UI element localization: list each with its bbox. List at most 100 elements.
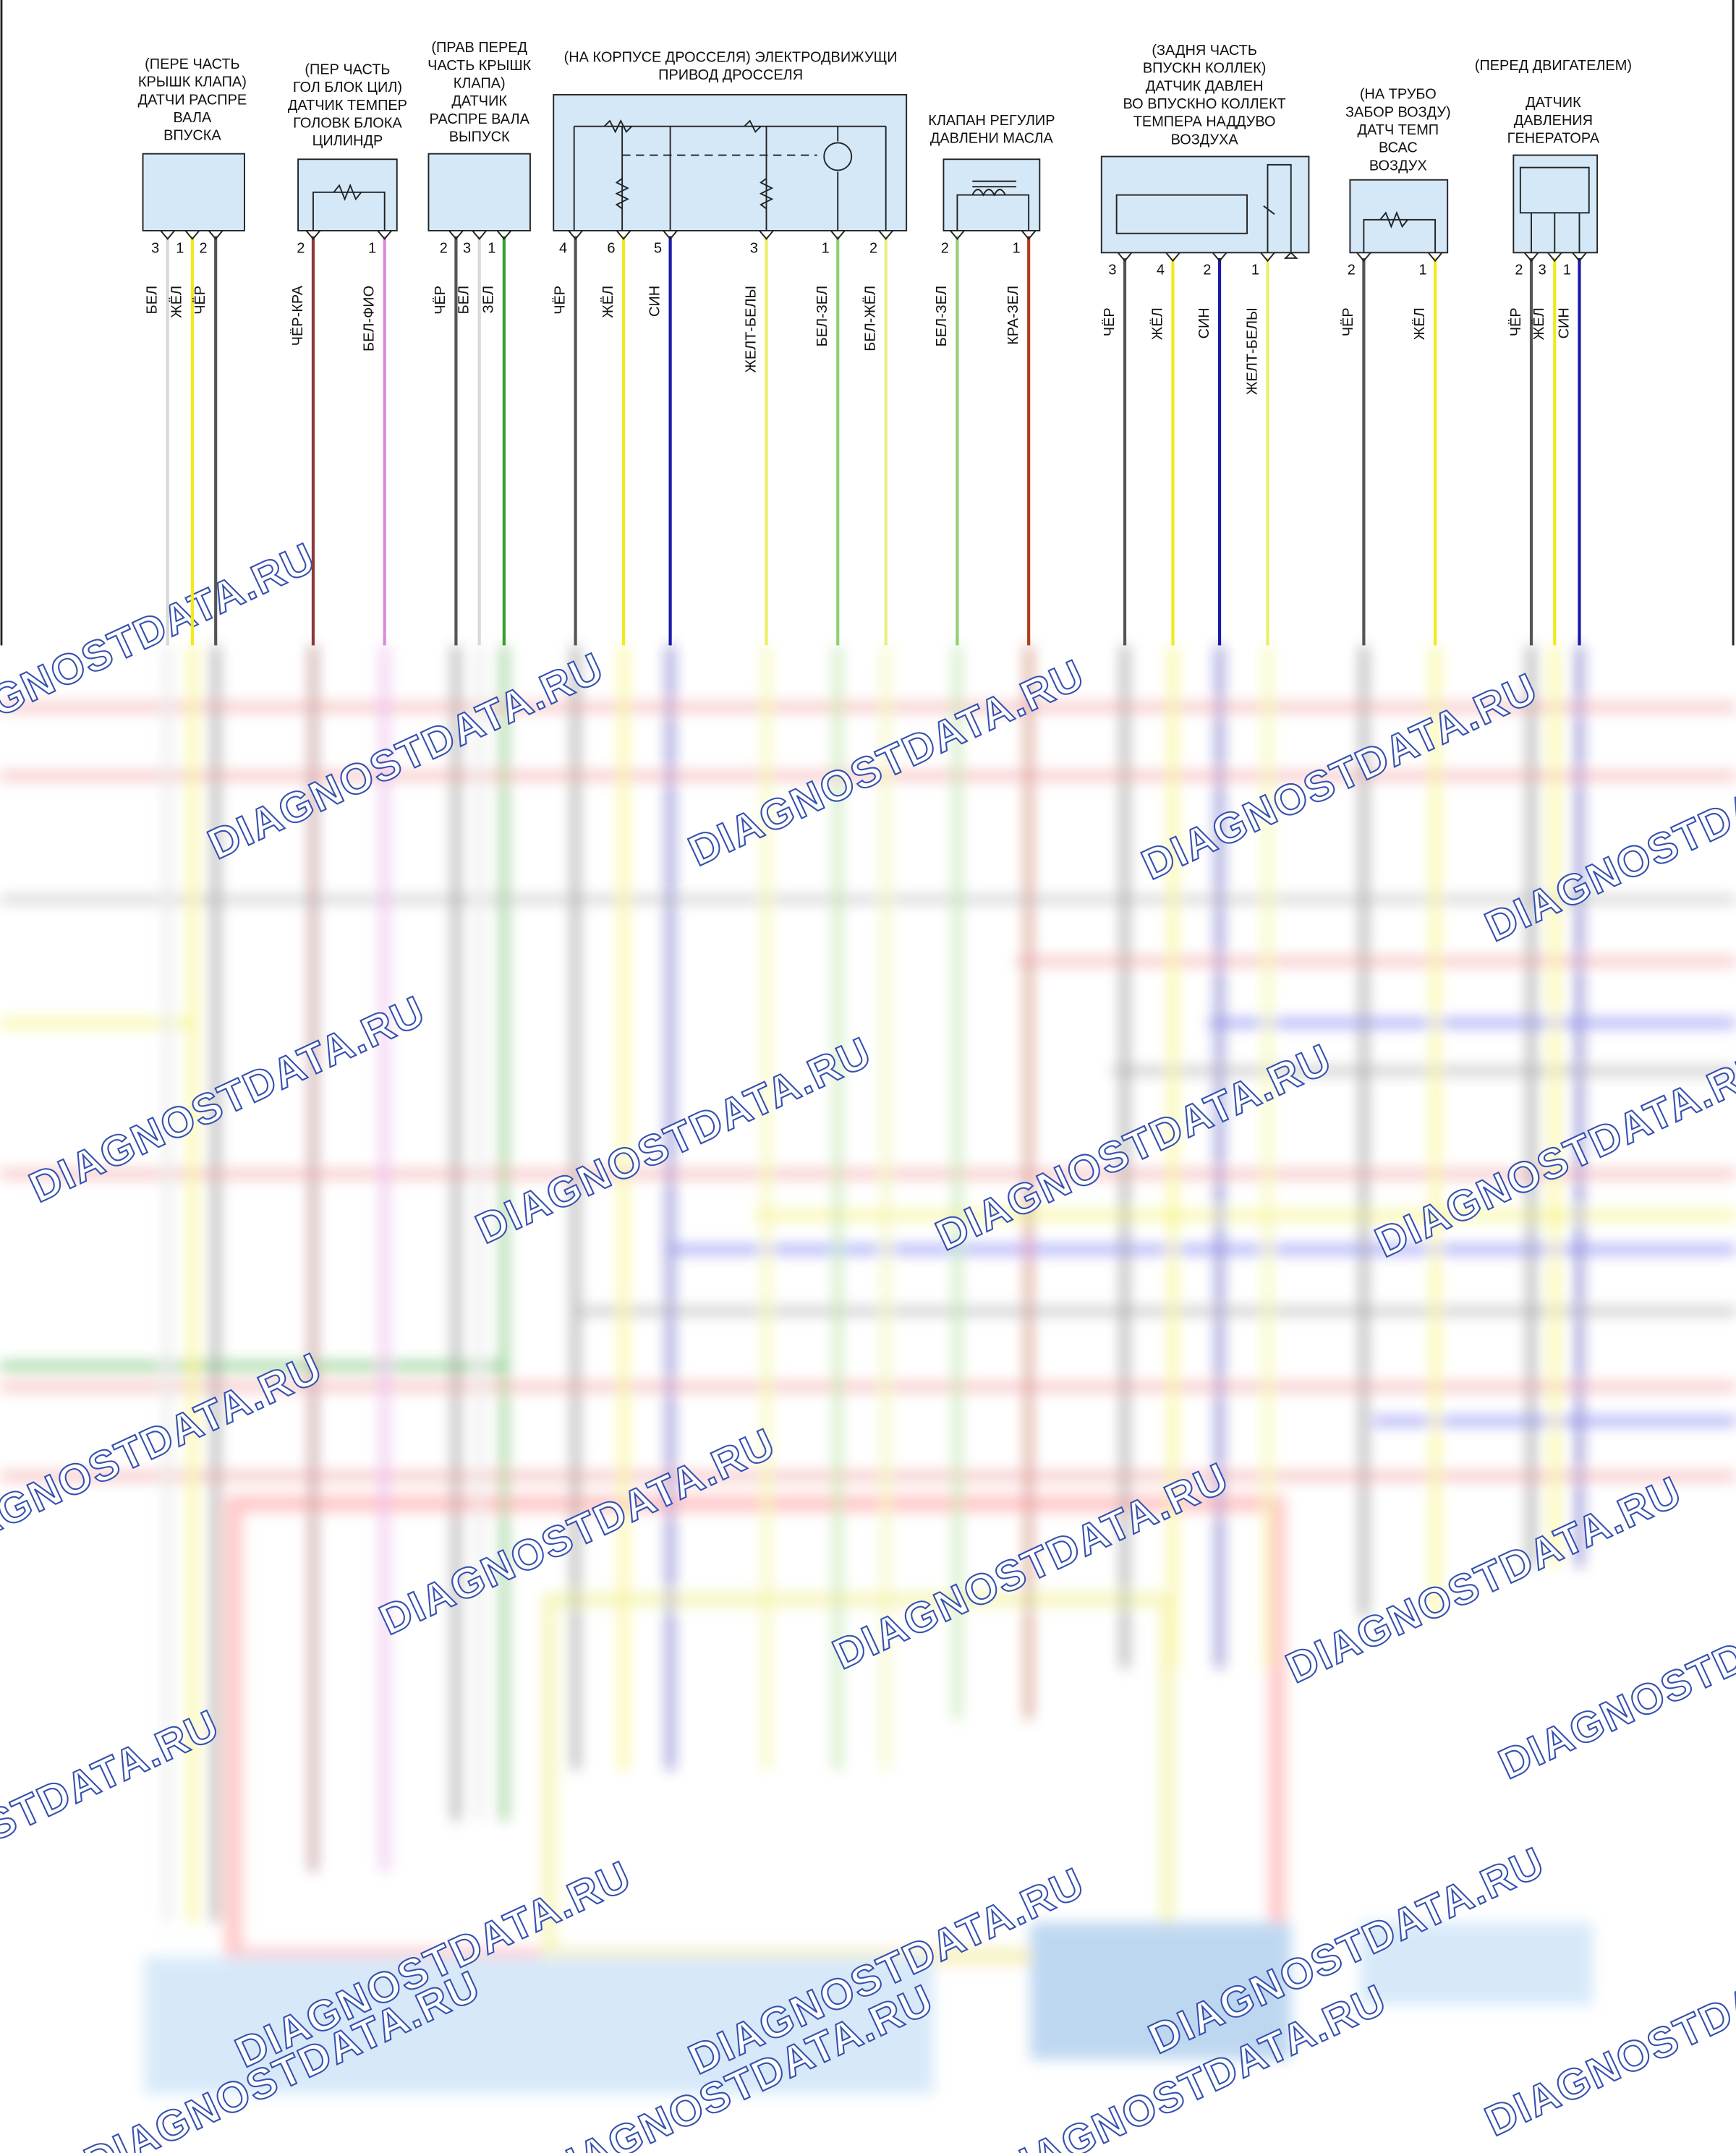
connector: [1572, 252, 1587, 263]
component-box: [553, 94, 908, 231]
wire-label: КРА-ЗЕЛ: [1005, 286, 1021, 345]
connector: [759, 230, 774, 240]
component-label: ДАТЧИК: [451, 93, 507, 109]
component-label: ДАТЧИК ТЕМПЕР: [288, 98, 407, 114]
blur-module: [1030, 1922, 1291, 2060]
pin-number: 1: [1013, 240, 1021, 256]
blur-module: [144, 1956, 935, 2094]
wire-label: ЧЁР: [552, 286, 568, 315]
component-label: ВЫПУСК: [449, 129, 510, 145]
connector: [1117, 252, 1133, 263]
solenoid: [956, 180, 1030, 231]
throttle-internals: [573, 119, 887, 231]
wire-label: ЖЁЛ: [169, 286, 185, 318]
component-box: [142, 153, 245, 231]
pin-number: 2: [440, 240, 448, 256]
component-label: (НА ТРУБО: [1360, 87, 1437, 103]
connector: [305, 230, 321, 240]
pin-number: 5: [654, 240, 662, 256]
connector: [377, 230, 392, 240]
wire-label: СИН: [1196, 307, 1212, 338]
pin-number: 1: [1251, 263, 1259, 278]
component-label: ВОЗДУХА: [1171, 132, 1239, 148]
component-label: ДАВЛЕНИЯ: [1514, 113, 1593, 129]
leads: [1531, 213, 1580, 253]
component-label: ТЕМПЕРА НАДДУВО: [1133, 114, 1276, 130]
component-box: [427, 153, 531, 231]
wire-label: ЖЁЛ: [600, 286, 616, 318]
component-label: (ЗАДНЯ ЧАСТЬ: [1152, 43, 1257, 59]
component-label: ВОЗДУХ: [1369, 158, 1427, 174]
wire-label: БЕЛ-ЗЕЛ: [934, 286, 950, 346]
pin-number: 1: [488, 240, 495, 256]
component-label: КЛАПАН РЕГУЛИР: [928, 113, 1055, 129]
pin-number: 2: [297, 240, 305, 256]
pin-number: 1: [176, 240, 184, 256]
pin-number: 3: [1108, 263, 1116, 278]
connector: [830, 230, 846, 240]
connector: [472, 230, 487, 240]
wire-label: БЕЛ-ЗЕЛ: [814, 286, 830, 346]
pin-number: 2: [941, 240, 949, 256]
wire-label: ЖЕЛТ-БЕЛЫ: [743, 286, 759, 373]
connector: [448, 230, 464, 240]
pin-number: 1: [1418, 263, 1426, 278]
circuit: [573, 125, 887, 231]
component-label: ЦИЛИНДР: [312, 133, 383, 149]
wire-label: ЧЁР: [433, 286, 448, 315]
pin-number: 4: [1157, 263, 1165, 278]
pin-number: 2: [200, 240, 208, 256]
wire-label: ЖЁЛ: [1149, 307, 1165, 340]
connector: [1165, 252, 1180, 263]
wire-label: БЕЛ: [456, 286, 472, 314]
component-label: (НА КОРПУСЕ ДРОССЕЛЯ) ЭЛЕКТРОДВИЖУЩИ: [564, 49, 898, 65]
wire-label: ЖЁЛ: [1531, 307, 1547, 340]
blur-module: [1359, 1922, 1594, 2005]
pin-number: 1: [1563, 263, 1571, 278]
pin-number: 2: [1203, 263, 1211, 278]
pin-number: 3: [1539, 263, 1546, 278]
component-label: ВАЛА: [174, 110, 212, 126]
component-label: ВО ВПУСКНО КОЛЛЕКТ: [1123, 96, 1286, 112]
connector: [208, 230, 224, 240]
component-label: ЗАБОР ВОЗДУ): [1345, 104, 1451, 120]
connector: [160, 230, 175, 240]
pin-number: 3: [151, 240, 159, 256]
component-label: (ПРАВ ПЕРЕД: [431, 40, 527, 56]
connector: [496, 230, 512, 240]
thermistor: [1263, 163, 1298, 259]
resistor: [603, 119, 762, 134]
component-label: ГЕНЕРАТОРА: [1507, 130, 1600, 146]
pin-number: 3: [463, 240, 471, 256]
connector: [1021, 230, 1037, 240]
connector: [663, 230, 678, 240]
connector: [1547, 252, 1562, 263]
motor: [823, 142, 853, 171]
wire-label: ЖЁЛ: [1412, 307, 1428, 340]
pin-number: 3: [750, 240, 758, 256]
pin-number: 2: [1348, 263, 1356, 278]
connector: [184, 230, 200, 240]
component-label: ВПУСКН КОЛЛЕК): [1143, 61, 1267, 77]
pin-number: 2: [1515, 263, 1523, 278]
wire-label: ЗЕЛ: [481, 286, 497, 313]
pin-number: 6: [607, 240, 615, 256]
connector: [878, 230, 893, 240]
wire-label: ЧЁР: [192, 286, 208, 315]
component-label: ДАТЧИК ДАВЛЕН: [1146, 78, 1264, 94]
sensor-internals: [312, 163, 1590, 259]
connector: [1523, 252, 1539, 263]
component-label: ГОЛОВК БЛОКА: [293, 116, 402, 132]
wire-label: ЧЁР: [1508, 307, 1524, 336]
component-label: (ПЕРЕ ЧАСТЬ: [145, 56, 239, 72]
pin-number: 2: [869, 240, 877, 256]
component-label: (ПЕР ЧАСТЬ: [305, 62, 390, 78]
component-label: (ПЕРЕД ДВИГАТЕЛЕМ): [1475, 58, 1632, 74]
component-label: ПРИВОД ДРОССЕЛЯ: [658, 67, 803, 83]
wire-label: ЖЕЛТ-БЕЛЫ: [1244, 307, 1260, 395]
connector: [568, 230, 583, 240]
component-label: РАСПРЕ ВАЛА: [430, 111, 530, 127]
component-label: КЛАПА): [454, 76, 506, 92]
